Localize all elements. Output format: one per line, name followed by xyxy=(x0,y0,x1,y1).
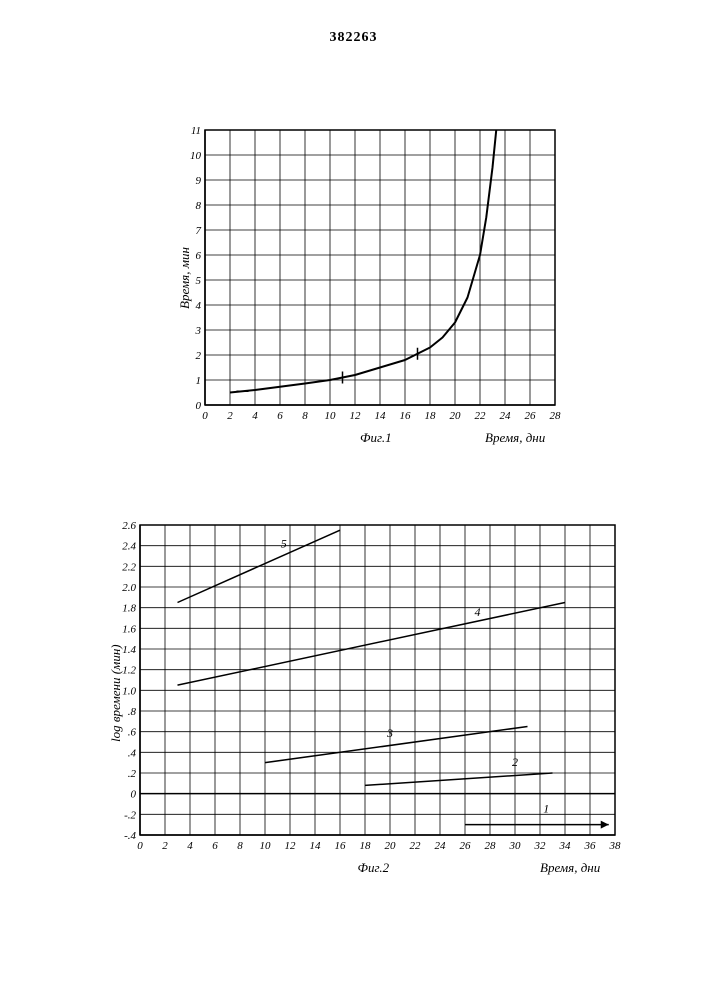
svg-text:24: 24 xyxy=(435,840,447,852)
svg-text:20: 20 xyxy=(385,840,397,852)
svg-text:14: 14 xyxy=(310,840,322,852)
svg-text:10: 10 xyxy=(260,840,272,852)
svg-text:34: 34 xyxy=(559,840,572,852)
svg-text:6: 6 xyxy=(212,840,218,852)
fig1-plot: 024681012141618202224262801234567891011 xyxy=(165,120,595,445)
svg-text:.8: .8 xyxy=(128,706,137,718)
svg-text:5: 5 xyxy=(196,275,202,287)
svg-text:12: 12 xyxy=(285,840,297,852)
svg-text:14: 14 xyxy=(375,410,387,422)
svg-text:11: 11 xyxy=(191,125,201,137)
fig2-xlabel: Время, дни xyxy=(540,860,600,876)
svg-text:10: 10 xyxy=(325,410,337,422)
svg-text:4: 4 xyxy=(196,300,202,312)
fig1-caption: Фиг.1 xyxy=(360,430,392,446)
svg-text:1: 1 xyxy=(543,801,549,815)
svg-text:1: 1 xyxy=(196,375,202,387)
svg-text:7: 7 xyxy=(196,225,202,237)
svg-text:2.4: 2.4 xyxy=(122,541,136,553)
svg-text:38: 38 xyxy=(609,840,622,852)
svg-text:2: 2 xyxy=(512,755,518,769)
svg-text:16: 16 xyxy=(400,410,412,422)
svg-text:8: 8 xyxy=(302,410,308,422)
svg-text:1.2: 1.2 xyxy=(122,665,136,677)
svg-text:5: 5 xyxy=(281,537,287,551)
svg-text:0: 0 xyxy=(137,840,143,852)
svg-text:3: 3 xyxy=(386,726,393,740)
svg-text:2.2: 2.2 xyxy=(122,561,136,573)
svg-text:18: 18 xyxy=(360,840,372,852)
svg-text:9: 9 xyxy=(196,175,202,187)
svg-text:.4: .4 xyxy=(128,747,137,759)
svg-text:4: 4 xyxy=(252,410,258,422)
svg-text:2: 2 xyxy=(196,350,202,362)
svg-text:.2: .2 xyxy=(128,768,137,780)
svg-text:0: 0 xyxy=(196,400,202,412)
fig2-caption: Фиг.2 xyxy=(358,860,390,876)
svg-text:26: 26 xyxy=(460,840,472,852)
svg-text:2: 2 xyxy=(162,840,168,852)
svg-text:.6: .6 xyxy=(128,727,137,739)
svg-text:8: 8 xyxy=(237,840,243,852)
svg-text:2.0: 2.0 xyxy=(122,582,136,594)
svg-text:6: 6 xyxy=(196,250,202,262)
svg-text:16: 16 xyxy=(335,840,347,852)
svg-text:0: 0 xyxy=(131,789,137,801)
svg-text:28: 28 xyxy=(485,840,497,852)
svg-text:1.0: 1.0 xyxy=(122,685,136,697)
svg-text:1.6: 1.6 xyxy=(122,623,136,635)
svg-text:1.8: 1.8 xyxy=(122,603,136,615)
svg-text:18: 18 xyxy=(425,410,437,422)
svg-text:10: 10 xyxy=(190,150,202,162)
svg-text:0: 0 xyxy=(202,410,208,422)
svg-text:2.6: 2.6 xyxy=(122,520,136,532)
svg-text:32: 32 xyxy=(534,840,547,852)
svg-text:6: 6 xyxy=(277,410,283,422)
svg-text:20: 20 xyxy=(450,410,462,422)
svg-text:1.4: 1.4 xyxy=(122,644,136,656)
svg-text:4: 4 xyxy=(475,605,481,619)
svg-text:30: 30 xyxy=(509,840,522,852)
svg-text:36: 36 xyxy=(584,840,597,852)
document-number: 382263 xyxy=(0,30,707,46)
svg-text:24: 24 xyxy=(500,410,512,422)
svg-text:-.4: -.4 xyxy=(124,830,136,842)
svg-text:2: 2 xyxy=(227,410,233,422)
svg-text:-.2: -.2 xyxy=(124,809,136,821)
svg-text:26: 26 xyxy=(525,410,537,422)
svg-text:22: 22 xyxy=(410,840,422,852)
svg-text:22: 22 xyxy=(475,410,487,422)
svg-text:12: 12 xyxy=(350,410,362,422)
svg-text:8: 8 xyxy=(196,200,202,212)
fig1-xlabel: Время, дни xyxy=(485,430,545,446)
svg-text:3: 3 xyxy=(195,325,202,337)
svg-text:4: 4 xyxy=(187,840,193,852)
fig2-plot: 02468101214161820222426283032343638-.4-.… xyxy=(100,515,655,875)
svg-text:28: 28 xyxy=(550,410,562,422)
